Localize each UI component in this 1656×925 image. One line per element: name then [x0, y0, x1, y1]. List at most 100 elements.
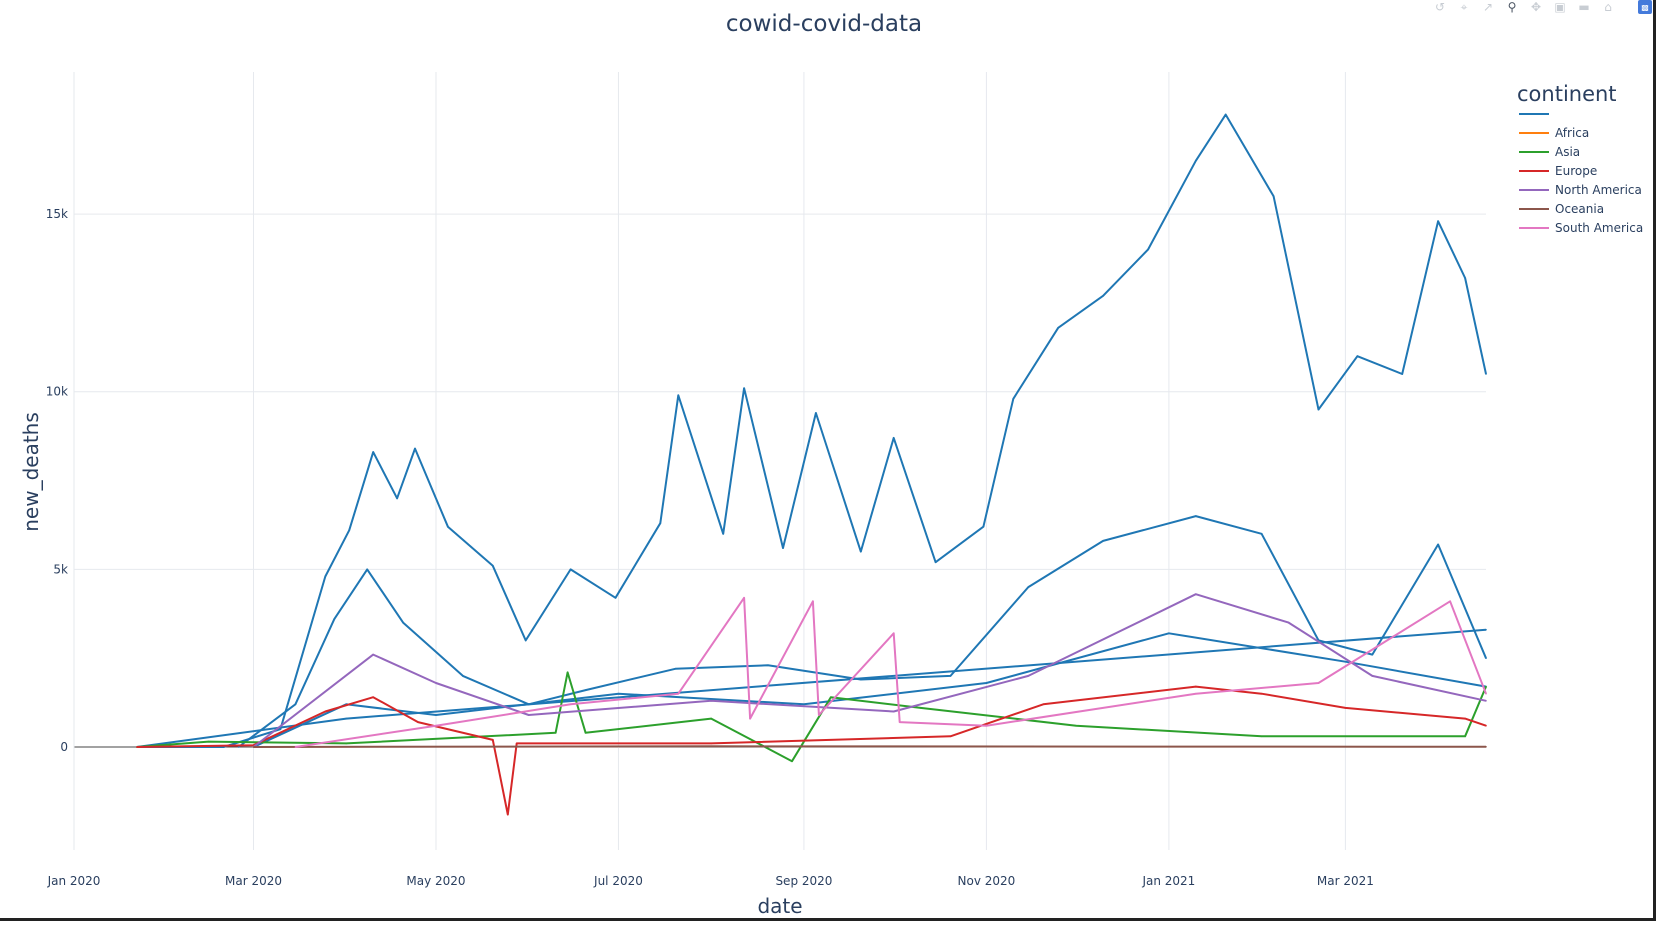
legend-item[interactable]: Europe — [1519, 164, 1597, 178]
zoom-in-icon[interactable]: ▣ — [1554, 0, 1566, 14]
data-point — [492, 739, 494, 741]
data-point — [898, 721, 901, 723]
y-tick-label: 0 — [60, 740, 68, 754]
data-point — [1485, 657, 1487, 659]
data-point — [1437, 543, 1439, 546]
data-point — [447, 525, 449, 528]
data-point — [830, 696, 832, 698]
data-point — [677, 394, 680, 397]
data-point — [584, 689, 587, 691]
data-point — [1195, 593, 1197, 595]
data-point — [812, 600, 814, 603]
data-point — [569, 568, 572, 571]
series-line[interactable] — [253, 632, 1487, 748]
data-point — [919, 707, 922, 709]
data-point — [1485, 700, 1487, 702]
series-line-asia[interactable] — [136, 671, 1487, 763]
data-point — [1485, 746, 1487, 748]
series-line-europe[interactable] — [136, 685, 1487, 816]
y-tick-label: 10k — [46, 385, 68, 399]
legend-item[interactable]: South America — [1519, 221, 1643, 235]
window-border-right — [1653, 0, 1656, 921]
data-point — [1012, 398, 1015, 400]
data-point — [402, 621, 404, 624]
series-line-north-america[interactable] — [252, 593, 1487, 748]
data-point — [1317, 408, 1320, 411]
data-point — [1464, 277, 1466, 279]
series-line-oceania[interactable] — [253, 745, 1487, 748]
legend-item[interactable]: Asia — [1519, 145, 1580, 159]
home-icon[interactable]: ⌂ — [1604, 0, 1612, 14]
data-point — [207, 740, 210, 743]
spike-lines-icon[interactable]: ↗ — [1482, 0, 1494, 14]
data-point — [1485, 685, 1487, 688]
data-point — [1075, 724, 1077, 727]
window-border-bottom — [0, 918, 1656, 921]
data-point — [1027, 586, 1030, 588]
legend-item[interactable]: Africa — [1519, 126, 1589, 140]
data-point — [710, 717, 712, 720]
legend-item[interactable]: North America — [1519, 183, 1642, 197]
data-point — [1485, 724, 1487, 727]
data-point — [372, 696, 375, 698]
data-point — [1102, 295, 1104, 297]
x-axis-title: date — [757, 894, 802, 918]
data-point — [1195, 692, 1197, 695]
legend-item[interactable]: Oceania — [1519, 202, 1604, 216]
legend-label: South America — [1555, 221, 1643, 235]
data-point — [1057, 327, 1059, 329]
data-point — [743, 387, 745, 390]
reset-icon[interactable]: ↺ — [1434, 0, 1446, 14]
data-point — [791, 760, 793, 762]
autoscale-icon[interactable]: ⌖ — [1460, 0, 1468, 14]
plotly-logo-icon[interactable]: ▩ — [1638, 0, 1652, 14]
data-point — [294, 746, 297, 748]
data-point — [492, 565, 494, 567]
data-point — [1371, 675, 1374, 677]
data-point — [1168, 632, 1170, 635]
data-point — [985, 724, 988, 727]
x-tick-label: Mar 2021 — [1317, 874, 1374, 888]
data-point — [1464, 717, 1466, 720]
series-layer[interactable] — [136, 113, 1487, 816]
data-point — [934, 561, 937, 563]
data-point — [803, 703, 805, 706]
data-point — [1317, 682, 1320, 684]
legend[interactable]: continent Africa Asia Europe North America O… — [1517, 82, 1643, 235]
data-point — [569, 703, 572, 706]
data-point — [674, 668, 677, 670]
data-point — [1272, 195, 1275, 198]
data-point — [348, 529, 351, 532]
data-point — [252, 746, 255, 748]
x-tick-label: Mar 2020 — [225, 874, 282, 888]
legend-label: North America — [1555, 183, 1642, 197]
data-point — [710, 700, 712, 702]
data-point — [949, 735, 952, 738]
zoom-out-icon[interactable]: ▬ — [1578, 0, 1590, 14]
series-line[interactable] — [136, 113, 1487, 748]
x-tick-label: May 2020 — [406, 874, 465, 888]
data-point — [1260, 735, 1263, 738]
x-tick-label: Nov 2020 — [958, 874, 1016, 888]
data-point — [1344, 707, 1347, 709]
data-point — [366, 568, 369, 571]
pan-icon[interactable]: ✥ — [1530, 0, 1542, 14]
legend-label: Asia — [1555, 145, 1580, 159]
data-point — [1195, 685, 1197, 688]
legend-label: Africa — [1555, 126, 1589, 140]
zoom-icon[interactable]: ⚲ — [1507, 0, 1517, 14]
data-point — [515, 742, 518, 745]
data-point — [749, 717, 751, 720]
x-tick-label: Sep 2020 — [775, 874, 832, 888]
data-point — [982, 525, 985, 528]
series-line[interactable] — [237, 515, 1487, 748]
data-point — [435, 714, 437, 716]
data-point — [1371, 653, 1374, 656]
data-point — [782, 547, 784, 549]
data-point — [294, 703, 297, 706]
data-point — [1344, 660, 1347, 663]
data-point — [710, 745, 712, 748]
grid-layer — [73, 72, 1486, 850]
data-point — [710, 742, 712, 745]
